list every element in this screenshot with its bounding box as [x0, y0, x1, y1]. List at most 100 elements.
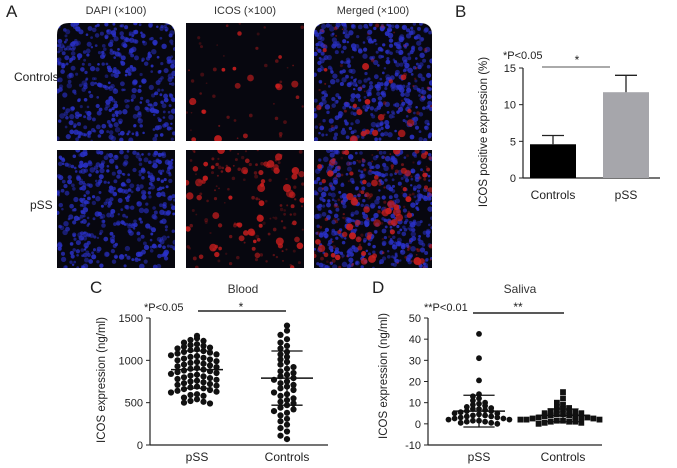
icos-signal-mark [285, 248, 288, 251]
nucleus-mark [106, 130, 110, 134]
nucleus-mark [123, 189, 129, 194]
icos-signal-mark [292, 169, 296, 173]
nucleus-mark [411, 45, 416, 50]
data-point-controls [277, 412, 284, 419]
nucleus-mark [421, 95, 426, 101]
nucleus-mark [385, 184, 392, 190]
data-point-pss [174, 381, 181, 388]
nucleus-mark [93, 129, 97, 133]
data-point-controls [277, 418, 284, 425]
nucleus-mark [330, 126, 336, 132]
nucleus-mark [86, 224, 90, 227]
nucleus-mark [170, 203, 173, 207]
nucleus-mark [392, 58, 396, 62]
icos-signal-mark [256, 214, 264, 222]
nucleus-mark [170, 59, 175, 65]
nucleus-mark [116, 174, 121, 179]
row-label-controls: Controls [14, 70, 59, 84]
nucleus-mark [350, 76, 354, 79]
icos-signal-mark [420, 152, 427, 159]
y-tick-label: 30 [409, 355, 421, 367]
nucleus-mark [83, 168, 89, 173]
nucleus-mark [161, 218, 167, 225]
nucleus-mark [173, 198, 175, 202]
nucleus-mark [321, 211, 327, 217]
icos-signal-mark [408, 103, 411, 106]
nucleus-mark [71, 183, 75, 188]
nucleus-mark [73, 125, 76, 129]
icos-signal-mark [215, 162, 219, 167]
nucleus-mark [339, 70, 343, 74]
nucleus-mark [348, 126, 353, 131]
icos-signal-mark [238, 235, 245, 242]
icos-signal-mark [286, 204, 289, 207]
nucleus-mark [152, 244, 156, 247]
nucleus-mark [362, 213, 369, 220]
data-point-controls [283, 436, 291, 443]
nucleus-mark [60, 251, 66, 256]
bar-pss [603, 92, 649, 178]
icos-signal-mark [344, 150, 350, 155]
nucleus-mark [163, 68, 169, 74]
icos-signal-mark [262, 221, 266, 225]
icos-signal-mark [416, 248, 421, 253]
icos-signal-mark [198, 254, 204, 260]
nucleus-mark [145, 56, 151, 61]
nucleus-mark [369, 106, 374, 111]
nucleus-mark [402, 118, 406, 123]
nucleus-mark [64, 34, 68, 38]
nucleus-mark [102, 47, 107, 52]
nucleus-mark [159, 93, 163, 97]
nucleus-mark [75, 72, 79, 76]
nucleus-mark [94, 81, 98, 85]
nucleus-mark [96, 236, 100, 240]
nucleus-mark [99, 129, 105, 135]
icos-signal-mark [295, 95, 300, 100]
data-point-pss [180, 399, 188, 406]
nucleus-mark [367, 161, 373, 167]
bars [530, 74, 649, 178]
icos-signal-mark [290, 265, 295, 268]
icos-signal-mark [371, 179, 378, 187]
nucleus-mark [81, 202, 87, 208]
data-point-controls [590, 415, 597, 422]
nucleus-mark [376, 88, 380, 92]
nucleus-mark [86, 41, 92, 47]
nucleus-mark [354, 151, 358, 155]
icos-signal-mark [211, 157, 215, 161]
icos-signal-mark [315, 239, 321, 245]
nucleus-mark [357, 48, 363, 54]
nucleus-mark [373, 212, 379, 219]
data-point-controls [566, 405, 572, 411]
nucleus-mark [377, 205, 381, 209]
nucleus-mark [363, 78, 368, 83]
nucleus-mark [395, 84, 399, 88]
icos-signal-mark [238, 23, 241, 25]
nucleus-mark [412, 84, 418, 91]
nucleus-mark [108, 86, 111, 90]
nucleus-mark [415, 220, 422, 227]
nucleus-mark [98, 191, 102, 194]
nucleus-mark [407, 82, 411, 86]
data-point-controls [554, 399, 560, 406]
nucleus-mark [357, 193, 361, 198]
nucleus-mark [104, 106, 108, 111]
nucleus-mark [84, 70, 88, 75]
nucleus-mark [322, 44, 328, 50]
data-point-pss [187, 347, 194, 354]
icos-signal-mark [215, 162, 220, 167]
nucleus-mark [357, 24, 363, 30]
nucleus-mark [170, 108, 175, 114]
icos-signal-mark [393, 31, 395, 34]
nucleus-mark [138, 207, 145, 214]
nucleus-mark [79, 160, 84, 165]
icos-signal-mark [217, 157, 220, 160]
data-point-controls [283, 428, 291, 435]
nucleus-mark [167, 77, 173, 83]
icos-signal-mark [343, 109, 347, 113]
icos-signal-mark [204, 220, 208, 224]
nucleus-mark [392, 115, 395, 119]
data-point-pss [457, 414, 464, 421]
icos-signal-mark [292, 64, 294, 67]
nucleus-mark [384, 81, 390, 86]
